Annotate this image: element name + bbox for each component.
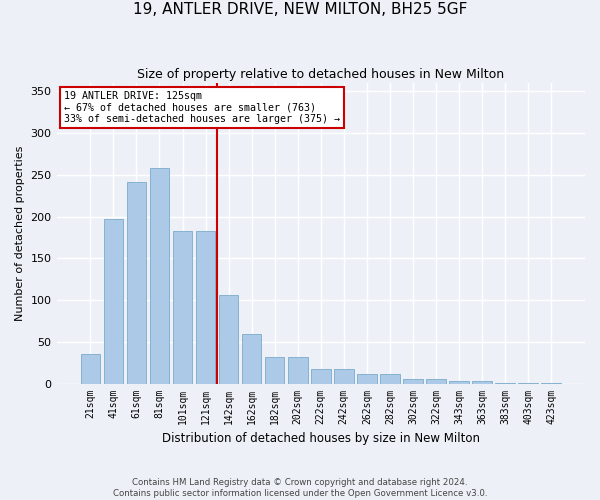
Title: Size of property relative to detached houses in New Milton: Size of property relative to detached ho… [137, 68, 505, 80]
Y-axis label: Number of detached properties: Number of detached properties [15, 146, 25, 321]
Bar [104, 219, 123, 384]
X-axis label: Distribution of detached houses by size in New Milton: Distribution of detached houses by size … [162, 432, 480, 445]
Bar [173, 231, 193, 384]
Bar [288, 357, 308, 384]
Bar [426, 380, 446, 384]
Text: Contains HM Land Registry data © Crown copyright and database right 2024.
Contai: Contains HM Land Registry data © Crown c… [113, 478, 487, 498]
Bar [127, 182, 146, 384]
Bar [496, 382, 515, 384]
Bar [196, 231, 215, 384]
Bar [265, 357, 284, 384]
Text: 19 ANTLER DRIVE: 125sqm
← 67% of detached houses are smaller (763)
33% of semi-d: 19 ANTLER DRIVE: 125sqm ← 67% of detache… [64, 90, 340, 124]
Bar [403, 380, 423, 384]
Bar [242, 334, 262, 384]
Bar [357, 374, 377, 384]
Text: 19, ANTLER DRIVE, NEW MILTON, BH25 5GF: 19, ANTLER DRIVE, NEW MILTON, BH25 5GF [133, 2, 467, 18]
Bar [219, 295, 238, 384]
Bar [311, 368, 331, 384]
Bar [541, 382, 561, 384]
Bar [80, 354, 100, 384]
Bar [334, 368, 353, 384]
Bar [472, 381, 492, 384]
Bar [380, 374, 400, 384]
Bar [149, 168, 169, 384]
Bar [518, 382, 538, 384]
Bar [449, 381, 469, 384]
